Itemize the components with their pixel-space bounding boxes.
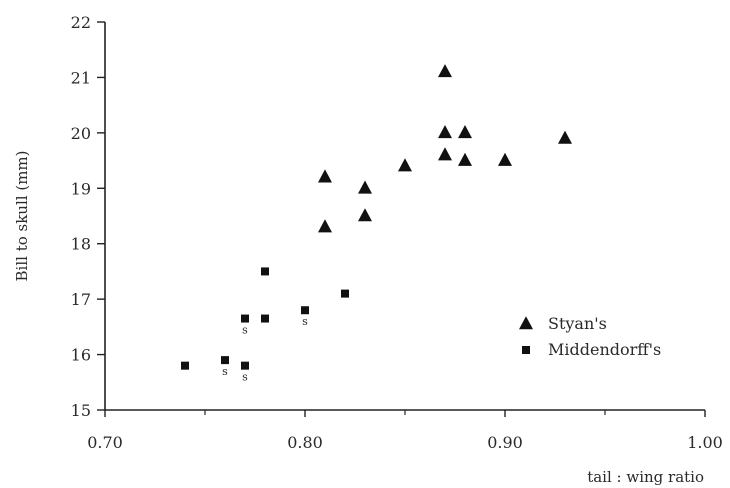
data-point-styans [398,158,412,172]
y-tick-label: 16 [71,346,91,365]
y-tick-label: 18 [71,235,91,254]
data-points: s s s s [181,64,572,384]
data-point-middendorffs [261,267,269,276]
data-point-middendorffs [301,306,309,315]
data-point-middendorffs [241,361,249,370]
legend-item-styans: Styan's [519,314,607,333]
y-tick-label: 15 [71,401,91,420]
x-ticks: 0.70 0.80 0.90 1.00 [87,410,723,452]
legend-triangle-marker [519,316,533,330]
data-point-styans [438,125,452,139]
y-ticks: 15 16 17 18 19 20 21 22 [71,13,105,420]
data-point-styans [558,130,572,144]
data-point-styans [438,64,452,78]
point-annotation: s [242,371,248,384]
point-annotation: s [222,365,228,378]
data-point-middendorffs [241,314,249,323]
y-tick-label: 19 [71,179,91,198]
y-tick-label: 20 [71,124,91,143]
point-annotation: s [302,315,308,328]
legend-label-styans: Styan's [548,314,607,333]
data-point-styans [358,180,372,194]
data-point-styans [458,152,472,166]
legend: Styan's Middendorff's [519,314,661,359]
data-point-middendorffs [261,314,269,323]
x-tick-label: 1.00 [687,433,723,452]
y-tick-label: 21 [71,68,91,87]
data-point-styans [458,125,472,139]
x-tick-label: 0.70 [87,433,123,452]
data-point-middendorffs [221,356,229,365]
data-point-styans [498,152,512,166]
point-annotation: s [242,324,248,337]
y-tick-label: 17 [71,290,91,309]
legend-square-marker [522,346,530,354]
x-axis-title: tail : wing ratio [587,468,704,486]
data-point-styans [438,147,452,161]
data-point-styans [358,208,372,222]
data-point-middendorffs [181,361,189,370]
y-tick-label: 22 [71,13,91,32]
data-point-middendorffs [341,289,349,298]
data-point-styans [318,169,332,183]
legend-item-middendorffs: Middendorff's [522,340,661,359]
x-tick-label: 0.90 [487,433,523,452]
data-point-styans [318,219,332,233]
legend-label-middendorffs: Middendorff's [548,340,661,359]
y-axis-title: Bill to skull (mm) [13,151,31,282]
x-tick-label: 0.80 [287,433,323,452]
